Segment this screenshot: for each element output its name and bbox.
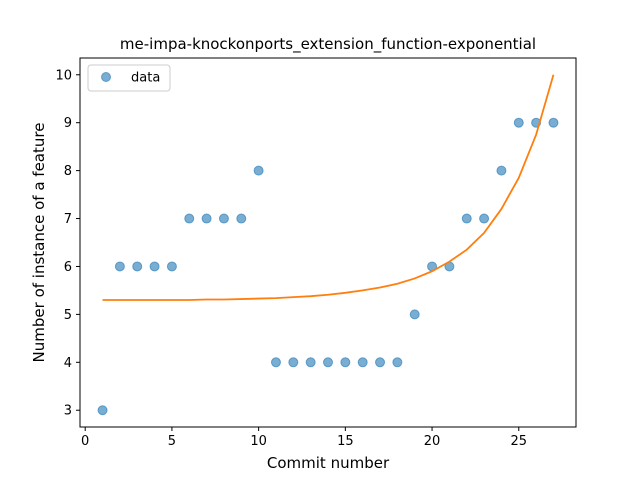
- plot-area: 0 5 10 15 20 25 3 4 5 6 7 8 9 10: [55, 68, 559, 449]
- x-tick-label: 5: [168, 434, 176, 449]
- axes-frame: [79, 57, 577, 428]
- y-tick-label: 9: [64, 116, 72, 131]
- data-point: [236, 213, 247, 224]
- data-point: [184, 213, 195, 224]
- data-point: [392, 357, 403, 368]
- chart-title: me-impa-knockonports_extension_function-…: [120, 35, 536, 54]
- data-point: [479, 213, 490, 224]
- data-point: [461, 213, 472, 224]
- data-point: [253, 165, 264, 176]
- y-tick-label: 10: [55, 68, 72, 83]
- y-tick-label: 5: [64, 308, 72, 323]
- data-point: [270, 357, 281, 368]
- data-point: [323, 357, 333, 368]
- y-tick-label: 4: [64, 356, 72, 371]
- x-tick-label: 25: [510, 434, 527, 449]
- fit-line: [102, 74, 555, 301]
- data-point: [496, 165, 507, 176]
- data-point: [149, 261, 160, 272]
- data-point: [288, 357, 299, 368]
- x-axis-label: Commit number: [267, 454, 390, 472]
- x-tick-label: 10: [250, 434, 267, 449]
- x-tick-label: 20: [424, 434, 441, 449]
- data-point: [201, 213, 212, 224]
- data-point: [409, 309, 420, 320]
- y-tick-label: 7: [64, 212, 72, 227]
- data-point: [97, 405, 108, 416]
- y-axis-label: Number of instance of a feature: [30, 123, 48, 363]
- y-tick-label: 8: [64, 164, 72, 179]
- data-point: [513, 117, 524, 128]
- data-point: [305, 357, 316, 368]
- data-point: [548, 117, 559, 128]
- x-tick-label: 0: [81, 434, 89, 449]
- legend: data: [87, 64, 171, 92]
- y-tick-label: 3: [64, 404, 72, 419]
- data-point: [132, 261, 143, 272]
- data-point: [340, 357, 351, 368]
- legend-label-data: data: [131, 71, 160, 86]
- data-point: [357, 357, 368, 368]
- x-tick-label: 15: [337, 434, 354, 449]
- data-point: [166, 261, 177, 272]
- data-point: [218, 213, 229, 224]
- y-tick-label: 6: [64, 260, 72, 275]
- legend-marker-data: [101, 72, 111, 82]
- data-point: [114, 261, 125, 272]
- legend-box: [87, 64, 171, 92]
- data-point: [375, 357, 386, 368]
